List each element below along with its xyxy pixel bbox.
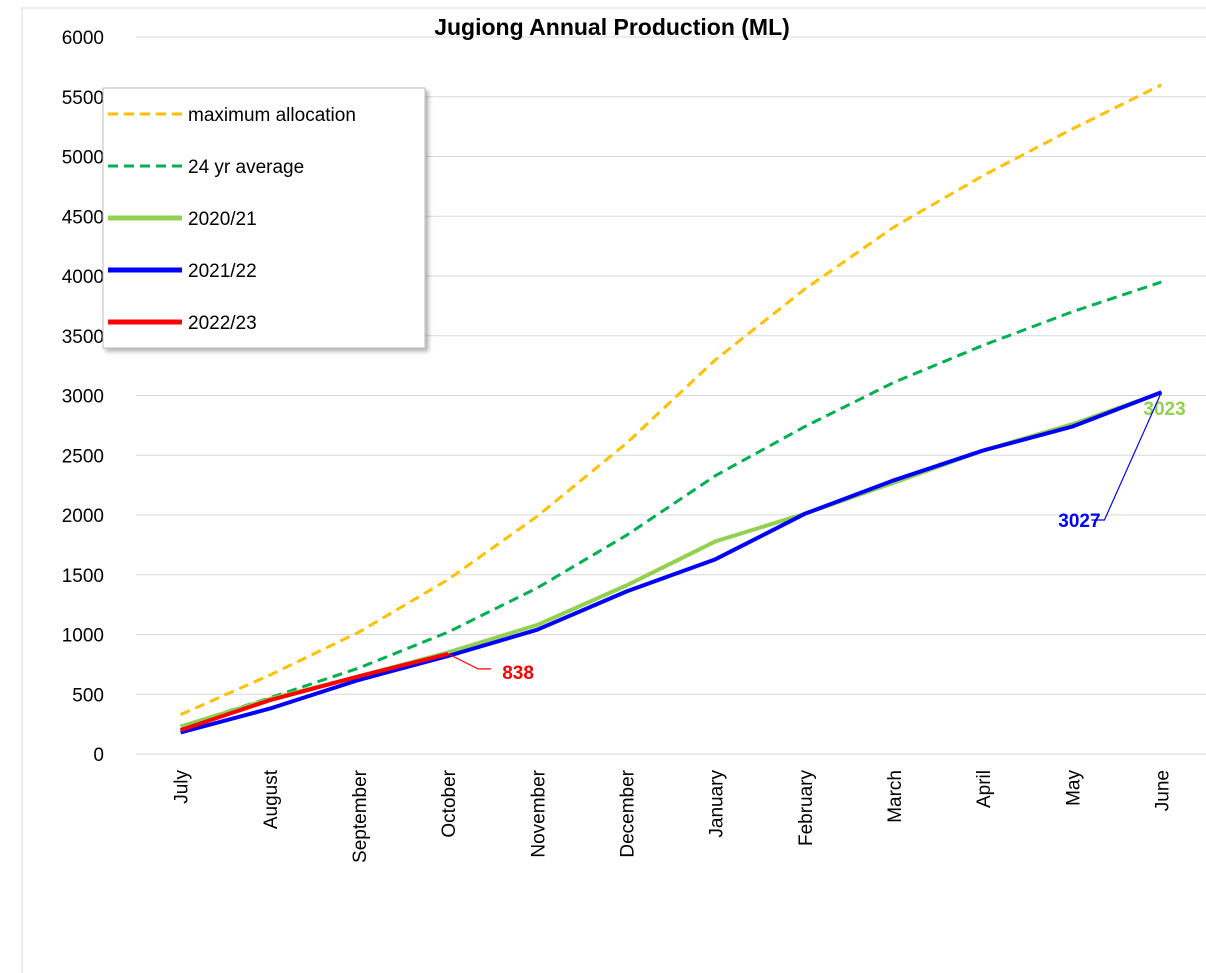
- x-tick-label: August: [261, 769, 282, 829]
- y-tick-label: 1500: [62, 566, 104, 587]
- y-tick-label: 4000: [62, 267, 104, 288]
- chart-frame: [21, 7, 1206, 973]
- y-tick-label: 0: [93, 745, 104, 766]
- x-tick-label: March: [885, 770, 906, 823]
- y-axis: 0 500 1000 1500 2000 2500 3000 3500 4000 4500 5000…: [62, 28, 104, 766]
- x-tick-label: June: [1152, 770, 1173, 811]
- x-tick-label: July: [172, 770, 193, 804]
- data-labels: 3023 3027 838: [447, 392, 1186, 684]
- y-tick-label: 2000: [62, 506, 104, 527]
- x-tick-label: January: [707, 770, 728, 838]
- legend-label: 24 yr average: [188, 157, 304, 178]
- series-line: [180, 280, 1162, 728]
- data-label: 838: [502, 663, 534, 684]
- x-tick-label: September: [350, 769, 371, 863]
- y-tick-label: 6000: [62, 28, 104, 49]
- leader-line: [1091, 392, 1162, 521]
- x-axis: July August September October November Decemb…: [172, 769, 1174, 863]
- y-tick-label: 500: [72, 685, 104, 706]
- y-tick-label: 3000: [62, 387, 104, 408]
- chart-title: Jugiong Annual Production (ML): [434, 14, 790, 40]
- series-line: [179, 83, 1163, 716]
- y-tick-label: 3500: [62, 327, 104, 348]
- y-tick-label: 4500: [62, 207, 104, 228]
- y-tick-label: 1000: [62, 626, 104, 647]
- legend: maximum allocation 24 yr average 2020/21 20…: [102, 87, 426, 349]
- x-tick-label: November: [528, 769, 549, 857]
- data-label: 3023: [1143, 399, 1185, 420]
- data-label: 3027: [1058, 511, 1100, 532]
- series-line: [179, 651, 449, 732]
- legend-label: maximum allocation: [188, 105, 356, 126]
- x-tick-label: April: [974, 770, 995, 808]
- legend-label: 2020/21: [188, 209, 257, 230]
- legend-label: 2021/22: [188, 261, 257, 282]
- x-tick-label: May: [1063, 770, 1084, 806]
- x-tick-label: December: [617, 769, 638, 857]
- leader-line: [447, 653, 492, 670]
- x-tick-label: October: [439, 769, 460, 837]
- legend-label: 2022/23: [188, 313, 257, 334]
- grid: [136, 36, 1206, 755]
- y-tick-label: 5000: [62, 148, 104, 169]
- y-tick-label: 5500: [62, 88, 104, 109]
- x-tick-label: February: [796, 770, 817, 847]
- plot: [179, 83, 1163, 735]
- y-tick-label: 2500: [62, 446, 104, 467]
- series-line: [180, 390, 1163, 735]
